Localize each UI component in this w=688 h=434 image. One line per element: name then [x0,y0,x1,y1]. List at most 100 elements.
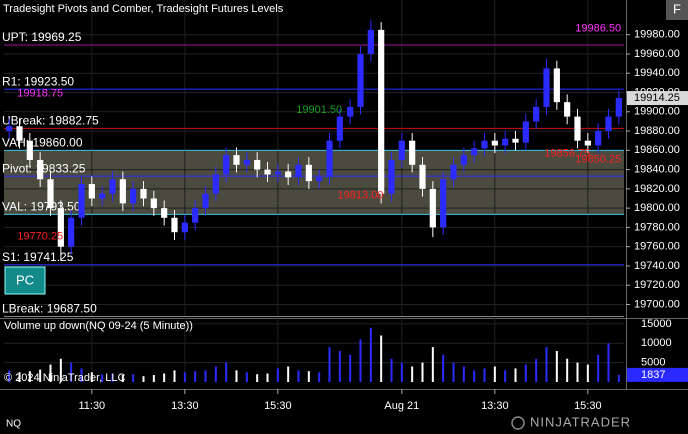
candle-body [419,164,426,189]
candle-body [161,208,168,218]
volume-bar [586,364,589,382]
level-label: VAL: 19793.50 [2,200,81,214]
volume-bar [576,362,579,382]
y-tick-label: 19840.00 [634,164,680,176]
candle-body [502,138,509,146]
volume-bar [18,372,21,382]
candle-body [347,106,354,117]
candle-body [26,140,33,160]
volume-bar [380,335,383,382]
volume-bar [318,372,321,382]
logo: NINJATRADER [530,414,631,429]
value-area [4,150,624,215]
level-label: S1: 19741.25 [2,250,74,264]
volume-bar [411,366,414,382]
candle-body [274,171,281,175]
volume-bar [214,366,217,382]
candle-body [6,126,13,132]
candle-body [109,179,116,194]
candle-body [254,159,261,170]
y-tick-label: 19880.00 [634,125,680,137]
candle-body [68,217,75,247]
x-tick-label: 13:30 [481,400,509,412]
candle-body [574,116,581,141]
candle-body [140,188,147,199]
level-label: UPT: 19969.25 [2,30,82,44]
volume-tick-label: 10000 [641,337,672,349]
volume-bar [328,347,331,382]
candle-body [357,53,364,107]
candle-body [491,140,498,146]
candle-body [223,155,230,175]
y-tick-label: 19940.00 [634,67,680,79]
volume-tick-label: 15000 [641,318,672,330]
volume-bar [8,370,11,382]
volume-bar [266,373,269,382]
candle-body [481,140,488,149]
candle-body [336,116,343,141]
pc-button-label[interactable]: PC [16,272,34,287]
pc-button[interactable] [4,266,46,295]
volume-bar [359,339,362,382]
volume-bar [452,362,455,382]
y-tick-label: 19980.00 [634,29,680,41]
price-annotation: 19813.00 [338,190,384,202]
candle-body [429,188,436,228]
candle-body [615,98,622,117]
volume-bar [90,372,93,382]
candle-body [37,159,44,180]
candle-body [316,177,323,182]
volume-bar [431,347,434,382]
volume-bar [307,371,310,382]
corner-button[interactable] [666,0,688,20]
candle-body [440,179,447,228]
price-annotation: 19986.50 [575,22,621,34]
volume-bar [390,358,393,382]
volume-bar [514,368,517,382]
candle-body [150,198,157,209]
corner-button-label[interactable]: F [673,1,681,16]
logo-icon [511,416,525,430]
volume-bar [121,375,124,382]
candle-body [543,68,550,107]
volume-bar [442,354,445,382]
candle-body [47,179,54,209]
candle-body [367,29,374,54]
volume-bar [617,374,620,382]
level-label: Pivot: 19833.25 [2,161,86,175]
candle-body [605,116,612,132]
x-tick-label: Aug 21 [384,400,419,412]
y-tick-label: 19780.00 [634,221,680,233]
volume-bar [338,351,341,382]
volume-bar [80,368,83,382]
candle-body [119,179,126,204]
y-tick-label: 19760.00 [634,241,680,253]
y-tick-label: 19800.00 [634,202,680,214]
volume-bar [194,371,197,382]
candle-body [409,140,416,165]
y-tick-label: 19900.00 [634,106,680,118]
y-tick-label: 19720.00 [634,279,680,291]
price-annotation: 19918.75 [17,88,63,100]
volume-bar [555,351,558,382]
candle-body [212,174,219,194]
level-label: VAH: 19860.00 [2,135,83,149]
volume-bar [462,366,465,382]
y-tick-label: 19860.00 [634,144,680,156]
volume-bar [493,366,496,382]
volume-bar [245,372,248,382]
volume-bar [163,373,166,382]
last-price-label: 19914.25 [634,92,680,104]
volume-bar [597,354,600,382]
volume-bar [142,376,145,382]
candle-body [171,217,178,233]
volume-bar [39,369,42,382]
candle-body [233,155,240,165]
volume-bar [297,370,300,382]
x-tick-label: 13:30 [171,400,199,412]
x-tick-label: 15:30 [574,400,602,412]
candle-body [450,164,457,180]
symbol: NQ [6,419,21,430]
volume-bar [400,362,403,382]
volume-bar [276,368,279,382]
